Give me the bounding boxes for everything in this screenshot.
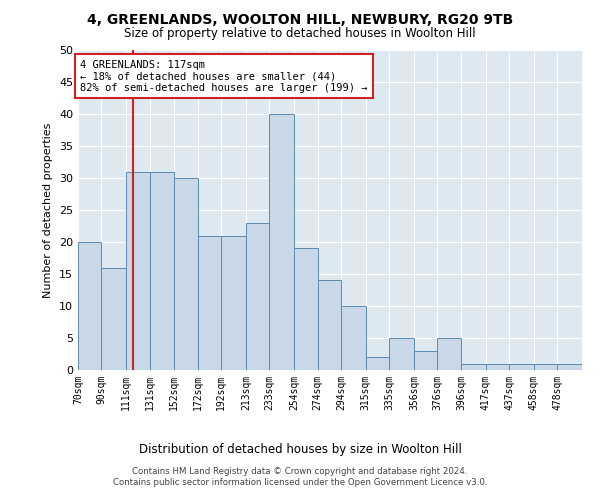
Bar	[534, 364, 557, 370]
Bar	[317, 280, 341, 370]
Text: Size of property relative to detached houses in Woolton Hill: Size of property relative to detached ho…	[124, 28, 476, 40]
Bar	[485, 364, 509, 370]
Bar	[221, 236, 246, 370]
Bar	[198, 236, 221, 370]
Bar	[366, 357, 389, 370]
Bar	[294, 248, 317, 370]
Bar	[341, 306, 366, 370]
Bar	[126, 172, 149, 370]
Bar	[101, 268, 126, 370]
Text: 4, GREENLANDS, WOOLTON HILL, NEWBURY, RG20 9TB: 4, GREENLANDS, WOOLTON HILL, NEWBURY, RG…	[87, 12, 513, 26]
Bar	[414, 351, 437, 370]
Y-axis label: Number of detached properties: Number of detached properties	[43, 122, 53, 298]
Bar	[78, 242, 101, 370]
Bar	[557, 364, 582, 370]
Bar	[509, 364, 534, 370]
Bar	[246, 223, 269, 370]
Bar	[437, 338, 461, 370]
Text: Distribution of detached houses by size in Woolton Hill: Distribution of detached houses by size …	[139, 442, 461, 456]
Text: 4 GREENLANDS: 117sqm
← 18% of detached houses are smaller (44)
82% of semi-detac: 4 GREENLANDS: 117sqm ← 18% of detached h…	[80, 60, 368, 93]
Text: Contains public sector information licensed under the Open Government Licence v3: Contains public sector information licen…	[113, 478, 487, 487]
Text: Contains HM Land Registry data © Crown copyright and database right 2024.: Contains HM Land Registry data © Crown c…	[132, 467, 468, 476]
Bar	[461, 364, 485, 370]
Bar	[175, 178, 198, 370]
Bar	[149, 172, 175, 370]
Bar	[389, 338, 414, 370]
Bar	[269, 114, 294, 370]
